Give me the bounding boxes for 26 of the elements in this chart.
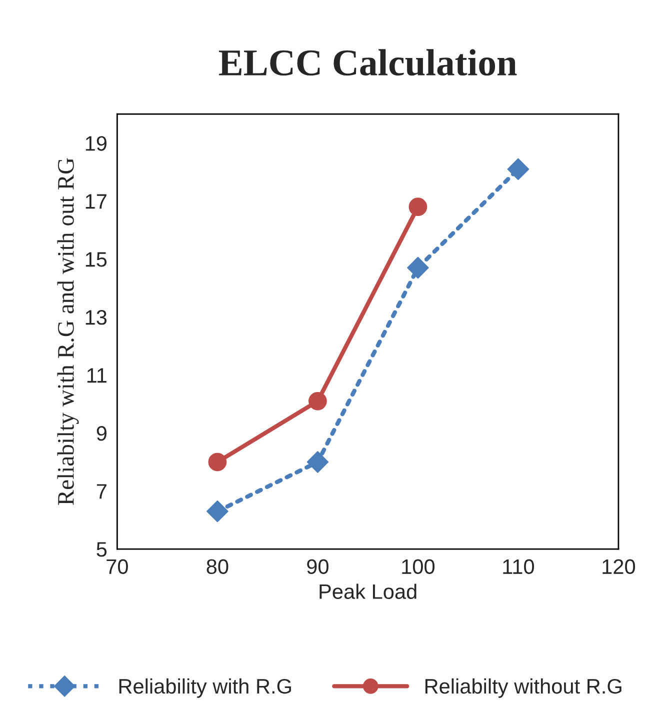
x-tick-label: 120 <box>602 559 636 574</box>
y-tick-label: 11 <box>87 368 106 383</box>
legend-label: Reliabilty without R.G <box>425 678 622 698</box>
point <box>507 158 530 180</box>
y-tick-label: 5 <box>96 542 107 557</box>
point <box>306 451 329 473</box>
y-tick-label: 17 <box>86 194 106 209</box>
x-tick-label: 80 <box>206 559 228 574</box>
legend-label: Reliability with R.G <box>119 678 291 698</box>
y-tick-label: 15 <box>86 252 107 267</box>
point <box>308 392 327 410</box>
y-tick-label: 7 <box>96 484 106 499</box>
point <box>208 452 227 472</box>
x-tick-label: 70 <box>106 559 128 574</box>
x-tick-label: 110 <box>503 559 534 574</box>
y-tick-label: 13 <box>86 310 107 325</box>
chart-title: ELCC Calculation <box>218 49 517 76</box>
x-tick-label: 100 <box>402 559 435 574</box>
x-tick-label: 90 <box>307 559 328 574</box>
y-axis-title: Reliabilty with R.G and with out RG <box>57 158 79 505</box>
point <box>408 198 428 216</box>
y-tick-label: 19 <box>86 136 106 151</box>
point <box>407 256 429 279</box>
point <box>206 500 228 522</box>
y-tick-label: 9 <box>96 426 106 441</box>
x-axis-title: Peak Load <box>320 584 416 600</box>
